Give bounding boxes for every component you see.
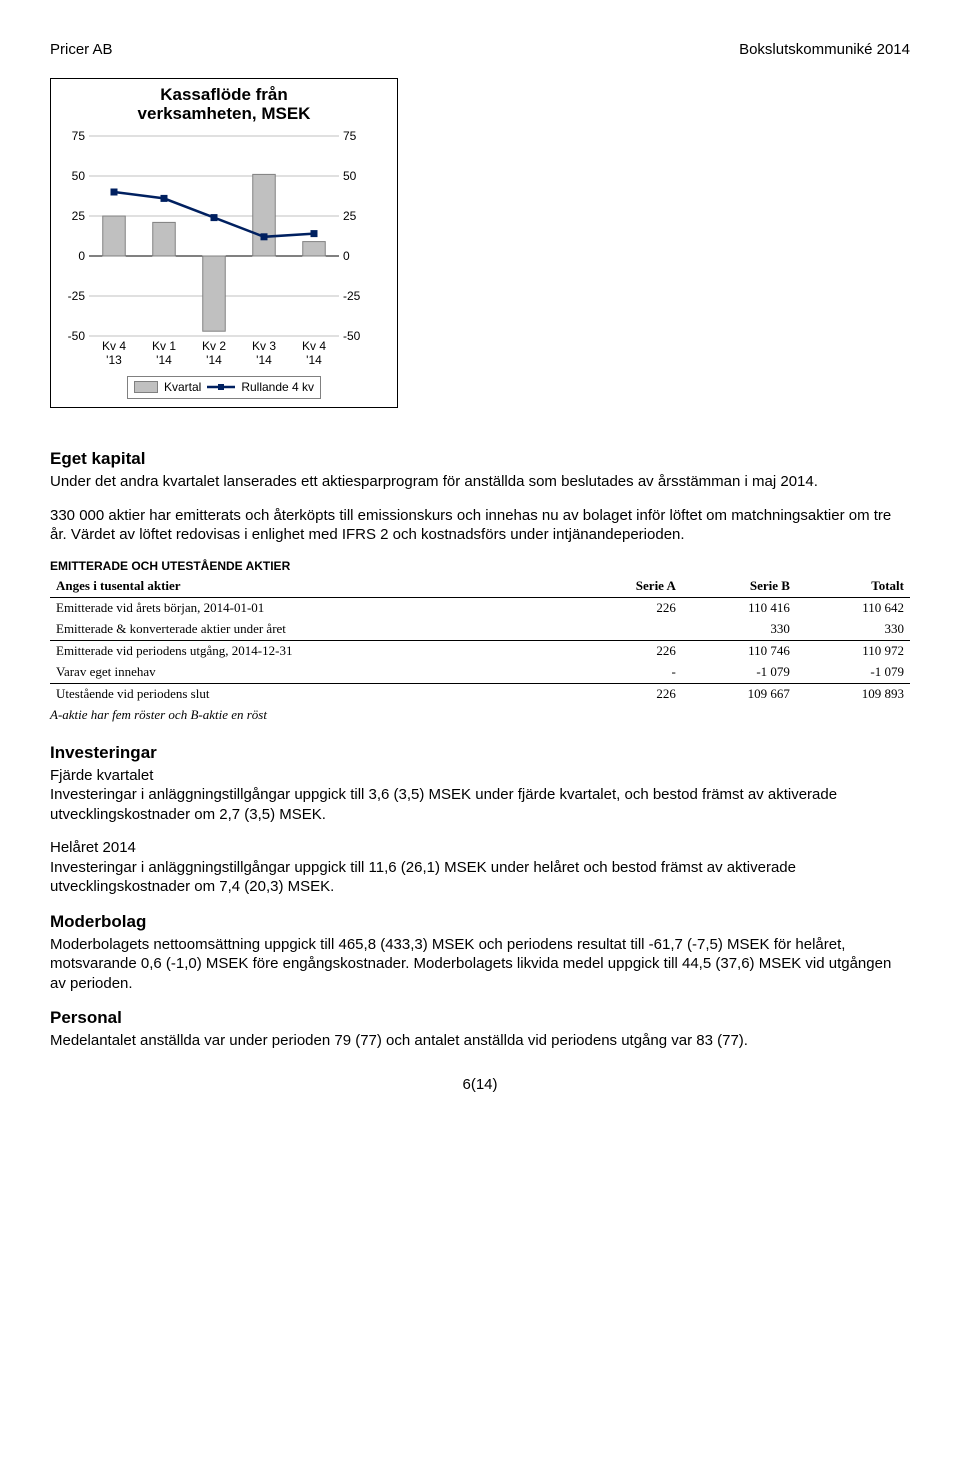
invest-p2: Investeringar i anläggningstillgångar up… <box>50 858 910 897</box>
svg-text:0: 0 <box>343 249 350 263</box>
svg-text:'13: '13 <box>106 353 122 367</box>
personal-p: Medelantalet anställda var under periode… <box>50 1031 910 1051</box>
moder-p: Moderbolagets nettoomsättning uppgick ti… <box>50 935 910 994</box>
table-header: Anges i tusental aktier <box>50 576 572 597</box>
svg-text:Kv 2: Kv 2 <box>202 339 226 353</box>
svg-text:50: 50 <box>72 169 86 183</box>
eget-p1: Under det andra kvartalet lanserades ett… <box>50 472 910 492</box>
svg-text:75: 75 <box>343 130 357 143</box>
moder-heading: Moderbolag <box>50 911 910 933</box>
svg-text:25: 25 <box>72 209 86 223</box>
invest-p1: Investeringar i anläggningstillgångar up… <box>50 785 910 824</box>
header-right: Bokslutskommuniké 2014 <box>739 40 910 60</box>
invest-heading: Investeringar <box>50 742 910 764</box>
table-row: Varav eget innehav--1 079-1 079 <box>50 662 910 683</box>
svg-text:75: 75 <box>72 130 86 143</box>
svg-text:25: 25 <box>343 209 357 223</box>
invest-sub1: Fjärde kvartalet <box>50 766 910 786</box>
legend-line-label: Rullande 4 kv <box>241 380 314 396</box>
chart-plot: -50-50-25-2500252550507575Kv 4'13Kv 1'14… <box>59 130 369 370</box>
eget-heading: Eget kapital <box>50 448 910 470</box>
chart-legend: Kvartal Rullande 4 kv <box>127 376 321 400</box>
table-header: Serie B <box>682 576 796 597</box>
shares-table: Anges i tusental aktierSerie ASerie BTot… <box>50 576 910 704</box>
svg-text:Kv 1: Kv 1 <box>152 339 176 353</box>
header-left: Pricer AB <box>50 40 113 60</box>
svg-text:-50: -50 <box>343 329 361 343</box>
page-header: Pricer AB Bokslutskommuniké 2014 <box>50 40 910 60</box>
cashflow-chart: Kassaflöde från verksamheten, MSEK -50 -5… <box>50 78 398 409</box>
invest-sub2: Helåret 2014 <box>50 838 910 858</box>
personal-heading: Personal <box>50 1007 910 1029</box>
legend-line-swatch <box>207 381 235 393</box>
table-row: Emitterade vid årets början, 2014-01-012… <box>50 598 910 619</box>
shares-note: A-aktie har fem röster och B-aktie en rö… <box>50 707 910 724</box>
svg-text:'14: '14 <box>156 353 172 367</box>
svg-text:Kv 4: Kv 4 <box>302 339 326 353</box>
page-number: 6(14) <box>50 1075 910 1095</box>
legend-bar-label: Kvartal <box>164 380 201 396</box>
table-row: Utestående vid periodens slut226109 6671… <box>50 683 910 704</box>
svg-text:'14: '14 <box>206 353 222 367</box>
chart-title: Kassaflöde från verksamheten, MSEK <box>59 85 389 124</box>
legend-bar-swatch <box>134 381 158 393</box>
eget-p2: 330 000 aktier har emitterats och återkö… <box>50 506 910 545</box>
svg-text:'14: '14 <box>256 353 272 367</box>
svg-text:50: 50 <box>343 169 357 183</box>
table-header: Serie A <box>572 576 681 597</box>
svg-text:-25: -25 <box>68 289 86 303</box>
table-row: Emitterade & konverterade aktier under å… <box>50 619 910 640</box>
table-row: Emitterade vid periodens utgång, 2014-12… <box>50 641 910 662</box>
svg-text:-25: -25 <box>343 289 361 303</box>
svg-text:0: 0 <box>78 249 85 263</box>
svg-text:Kv 3: Kv 3 <box>252 339 276 353</box>
shares-heading: EMITTERADE OCH UTESTÅENDE AKTIER <box>50 559 910 575</box>
svg-text:Kv 4: Kv 4 <box>102 339 126 353</box>
svg-text:'14: '14 <box>306 353 322 367</box>
svg-text:-50: -50 <box>68 329 86 343</box>
table-header: Totalt <box>796 576 910 597</box>
